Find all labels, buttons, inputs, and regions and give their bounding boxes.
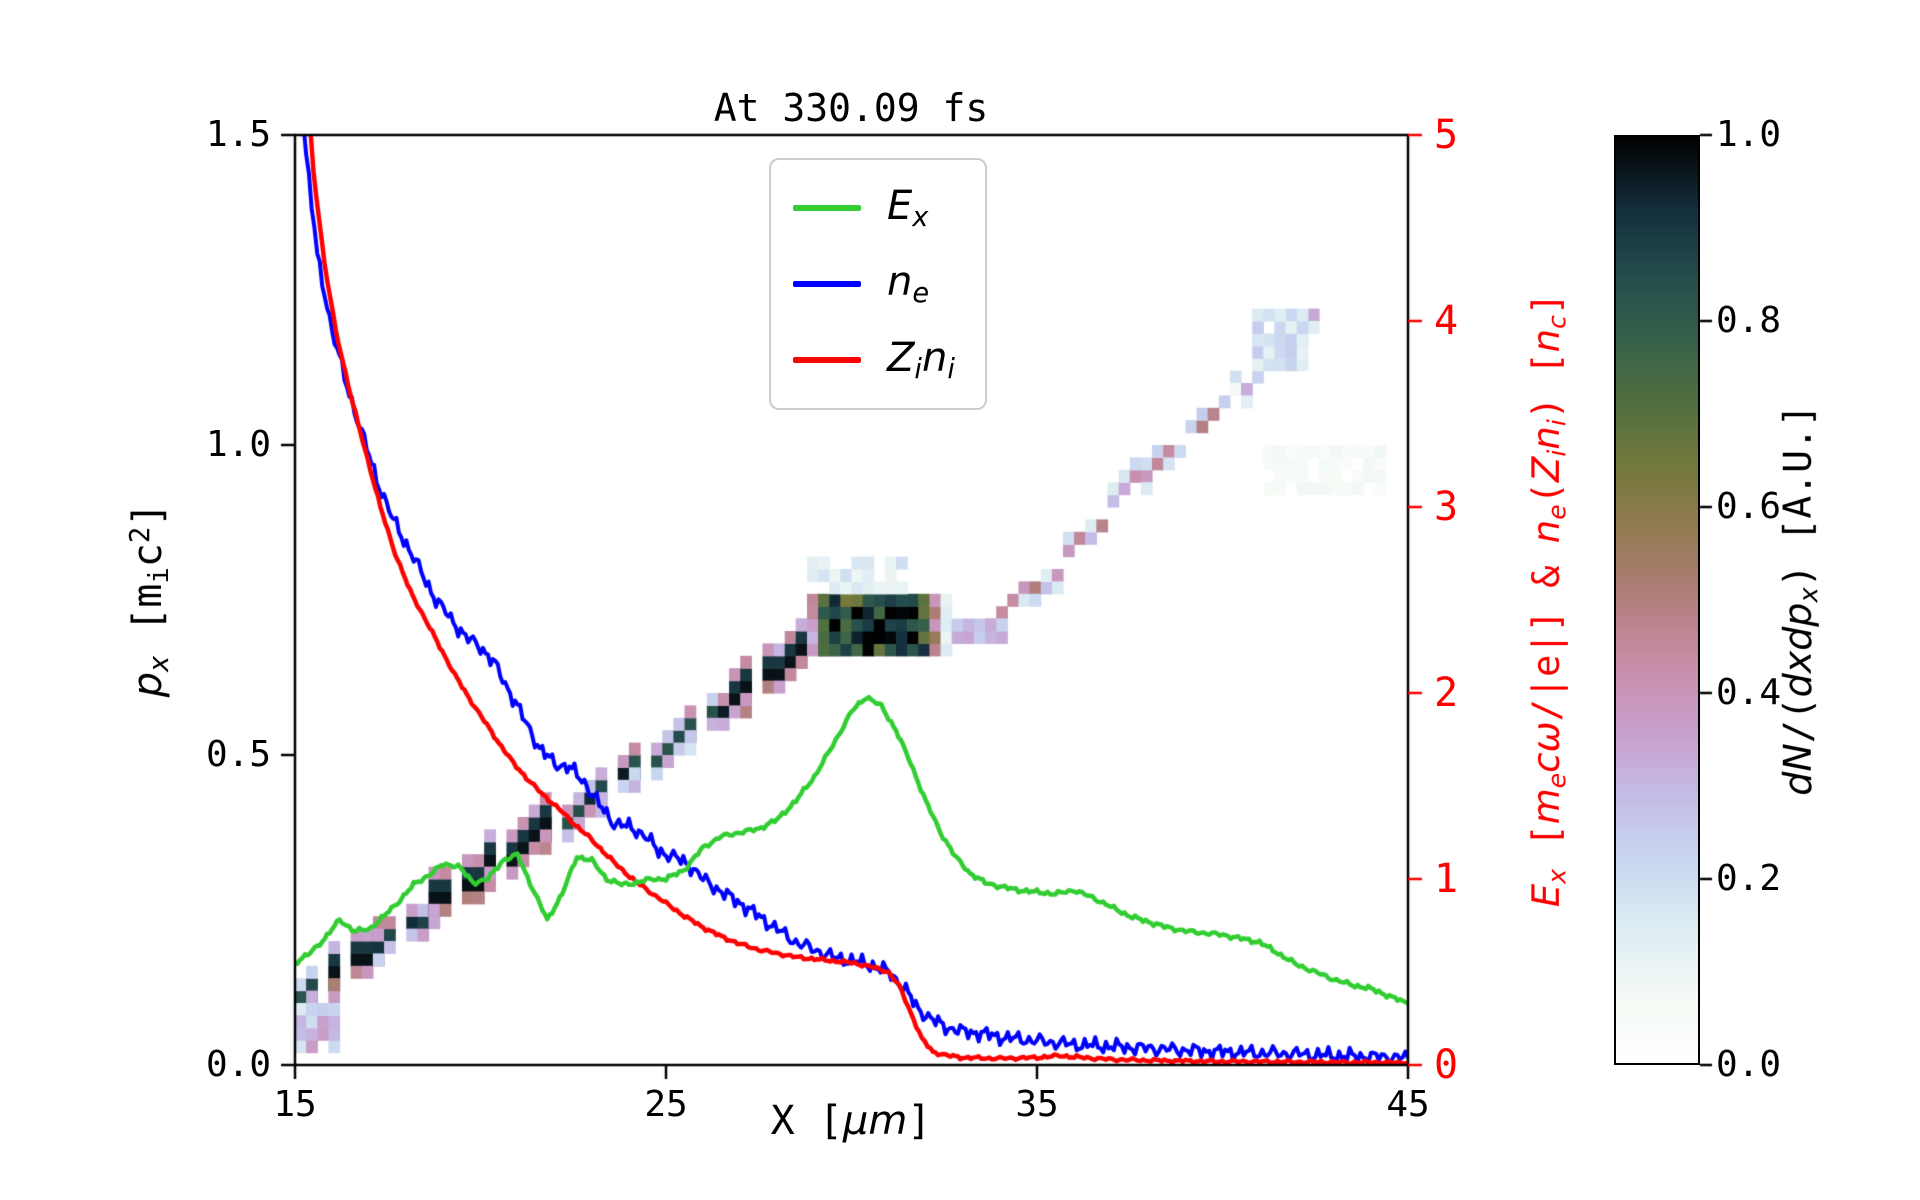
colorbar-tick-label: 0.0 xyxy=(1716,1044,1782,1085)
label-fragment: 2 xyxy=(124,526,156,544)
label-fragment: ] xyxy=(1524,292,1568,316)
label-fragment: Z xyxy=(887,335,915,382)
label-fragment: & xyxy=(1524,543,1568,611)
label-fragment: d xyxy=(1775,771,1820,796)
label-fragment: e xyxy=(912,277,930,309)
label-fragment: /|e|] xyxy=(1524,610,1568,722)
label-fragment: [ xyxy=(1524,352,1568,397)
legend-line-sample xyxy=(793,357,861,363)
label-fragment: x xyxy=(1542,868,1572,884)
label-fragment: c xyxy=(1524,752,1568,773)
y-left-tick-label: 0.0 xyxy=(205,1044,271,1085)
colorbar-tick-label: 1.0 xyxy=(1716,114,1782,155)
label-fragment: Z xyxy=(1524,456,1568,483)
label-fragment: c xyxy=(125,543,172,568)
label-fragment: [ xyxy=(1524,824,1568,869)
legend-line-sample xyxy=(793,205,861,211)
label-fragment: [m xyxy=(125,583,172,656)
legend-entry-1: ne xyxy=(793,246,955,322)
colorbar xyxy=(1614,135,1700,1065)
label-fragment: p xyxy=(125,671,172,698)
colorbar-label: dN/(dxdpx) [A.U.] xyxy=(1776,404,1824,796)
label-fragment: i xyxy=(947,353,955,385)
label-fragment: ) [A.U.] xyxy=(1775,404,1820,588)
x-tick-label: 15 xyxy=(273,1084,317,1125)
y-right-tick-label: 2 xyxy=(1434,670,1459,716)
label-fragment: e xyxy=(1542,772,1572,789)
label-fragment: i xyxy=(1542,419,1572,427)
colorbar-tick-label: 0.8 xyxy=(1716,300,1782,341)
label-fragment: e xyxy=(1542,504,1572,520)
legend-entry-0: Ex xyxy=(793,170,955,246)
label-fragment: μm xyxy=(842,1098,908,1144)
legend-line-sample xyxy=(793,281,861,287)
y-left-tick-label: 1.0 xyxy=(205,424,271,465)
colorbar-tick-label: 0.2 xyxy=(1716,858,1782,899)
x-tick-label: 25 xyxy=(644,1084,688,1125)
label-fragment: c xyxy=(1542,315,1572,329)
label-fragment: /( xyxy=(1775,697,1820,744)
y-left-tick-label: 1.5 xyxy=(205,114,271,155)
y-right-tick-label: 4 xyxy=(1434,298,1459,344)
label-fragment: i xyxy=(914,353,922,385)
legend-label: ne xyxy=(887,259,929,309)
legend-label: Ex xyxy=(887,183,928,233)
y-axis-label-right: Ex [mecω/|e|] & ne(Zini) [nc] xyxy=(1525,293,1571,907)
label-fragment: ( xyxy=(1524,482,1568,505)
label-fragment: n xyxy=(921,335,948,382)
label-fragment: x xyxy=(1794,587,1825,603)
label-fragment: dxdp xyxy=(1775,602,1820,698)
colorbar-tick-label: 0.6 xyxy=(1716,486,1782,527)
plot-title: At 330.09 fs xyxy=(713,86,989,130)
label-fragment: N xyxy=(1775,743,1820,772)
y-right-tick-label: 0 xyxy=(1434,1042,1459,1088)
y-left-tick-label: 0.5 xyxy=(205,734,271,775)
label-fragment: n xyxy=(1524,426,1568,450)
label-fragment: ω xyxy=(1524,721,1568,753)
label-fragment: ] xyxy=(907,1098,932,1144)
x-tick-label: 45 xyxy=(1386,1084,1430,1125)
legend-entry-2: Zini xyxy=(793,322,955,398)
label-fragment: x xyxy=(144,655,176,672)
label-fragment: X [ xyxy=(770,1098,843,1144)
y-axis-label-left: px [mic2] xyxy=(125,503,175,698)
legend: Ex ne Zini xyxy=(769,158,987,410)
label-fragment: n xyxy=(1524,328,1568,353)
label-fragment: E xyxy=(887,183,913,230)
label-fragment: ] xyxy=(125,502,172,527)
label-fragment: ) xyxy=(1524,396,1568,420)
x-axis-label: X [μm] xyxy=(771,1098,932,1144)
y-right-tick-label: 1 xyxy=(1434,856,1459,902)
label-fragment: n xyxy=(887,259,913,306)
label-fragment: i xyxy=(144,567,176,584)
colorbar-tick-label: 0.4 xyxy=(1716,672,1782,713)
label-fragment: E xyxy=(1524,883,1568,908)
legend-label: Zini xyxy=(887,335,955,385)
y-right-tick-label: 5 xyxy=(1434,112,1459,158)
label-fragment: n xyxy=(1524,519,1568,544)
label-fragment: m xyxy=(1524,788,1568,825)
y-right-tick-label: 3 xyxy=(1434,484,1459,530)
label-fragment: x xyxy=(912,201,929,233)
x-tick-label: 35 xyxy=(1015,1084,1059,1125)
label-fragment: i xyxy=(1542,449,1572,457)
